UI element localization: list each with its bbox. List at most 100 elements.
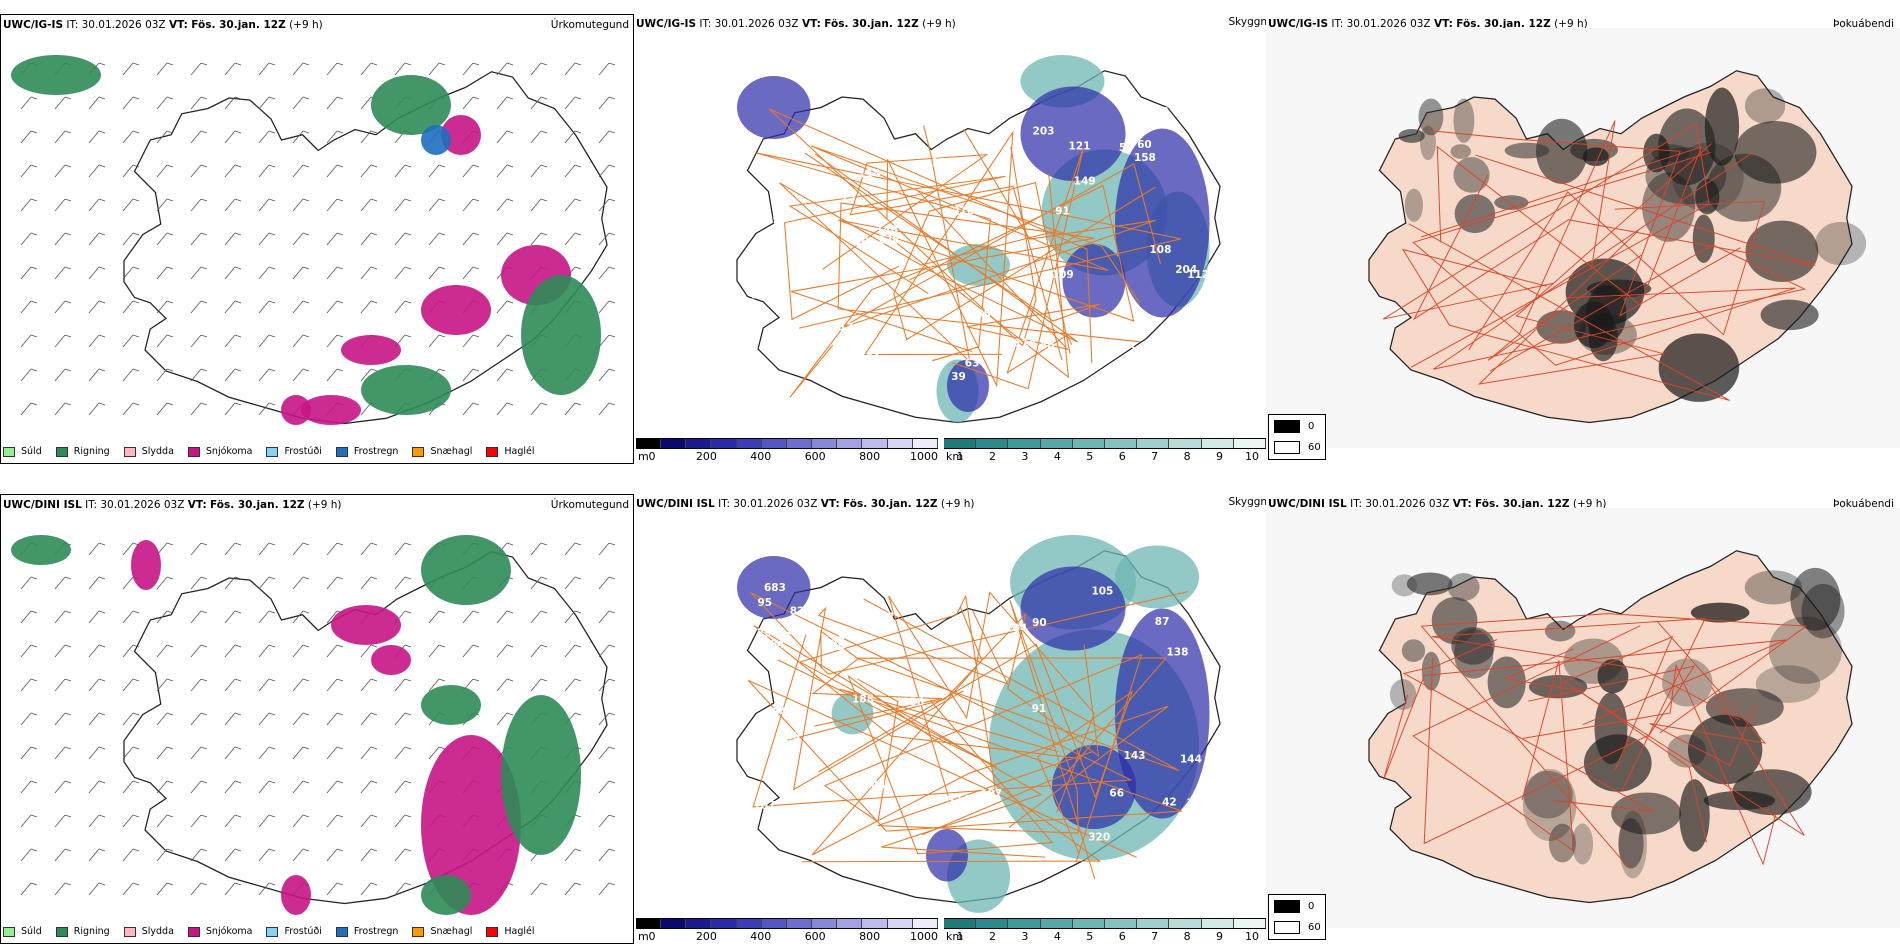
- wind-barb: [190, 678, 202, 692]
- wind-barb: [156, 62, 168, 76]
- wind-barb: [20, 882, 32, 896]
- fog-legend-item: 0: [1274, 420, 1314, 433]
- road-line: [756, 152, 1182, 362]
- road-line: [811, 606, 1169, 856]
- cloudbase-value-label: 683: [764, 582, 786, 594]
- wind-barb: [598, 848, 610, 862]
- wind-barb: [496, 96, 508, 110]
- wind-barb: [496, 610, 508, 624]
- colorbar-unit: km: [946, 930, 964, 943]
- wind-barb: [156, 334, 168, 348]
- wind-barb: [394, 746, 406, 760]
- fog-dark-area: [1760, 299, 1819, 331]
- legend-swatch: [486, 446, 499, 457]
- colorbar-tick-label: 7: [1151, 450, 1159, 463]
- road-line: [1401, 223, 1730, 401]
- wind-barb: [360, 198, 372, 212]
- colorbar-segment: [1137, 439, 1170, 448]
- wind-barb: [156, 848, 168, 862]
- panel-title: Þokuábendi: [1833, 498, 1894, 510]
- wind-barb: [564, 164, 576, 178]
- wind-barb: [496, 678, 508, 692]
- visibility-area: [1115, 545, 1199, 609]
- wind-barb: [54, 746, 66, 760]
- colorbar-tick-label: 1000: [910, 450, 938, 463]
- wind-barb: [598, 130, 610, 144]
- wind-barb: [394, 882, 406, 896]
- road-line: [1522, 663, 1778, 866]
- fog-dark-area: [1571, 823, 1594, 865]
- wind-barb: [292, 610, 304, 624]
- wind-barb: [292, 130, 304, 144]
- wind-barb: [496, 712, 508, 726]
- road-line: [877, 600, 1096, 880]
- cloudbase-value-label: 121: [1069, 141, 1091, 153]
- colorbar-segment: [1072, 439, 1105, 448]
- wind-barb: [598, 644, 610, 658]
- legend-item: Haglél: [486, 926, 535, 937]
- colorbar-segment: [1201, 919, 1234, 928]
- road-line: [747, 679, 1182, 858]
- wind-barb: [360, 542, 372, 556]
- colorbar-tick-label: 10: [1245, 930, 1259, 943]
- wind-barb: [156, 96, 168, 110]
- wind-barb: [88, 814, 100, 828]
- precip-legend: Súld Rigning Slydda Snjókoma Frostúði Frostre…: [3, 446, 549, 457]
- precip-area: [421, 125, 451, 155]
- wind-barb: [326, 576, 338, 590]
- cloudbase-value-label: 42: [1162, 797, 1177, 809]
- fog-dark-area: [1706, 153, 1782, 222]
- fog-legend-label: 60: [1308, 922, 1321, 933]
- wind-barb: [360, 62, 372, 76]
- cloudbase-value-label: 66: [1109, 788, 1124, 800]
- colorbar-segment: [1233, 919, 1266, 928]
- panel-header: UWC/IG-IS IT: 30.01.2026 03Z VT: Fös. 30…: [636, 18, 956, 30]
- wind-barb: [462, 232, 474, 246]
- fog-dark-area: [1790, 567, 1841, 631]
- wind-barb: [122, 232, 134, 246]
- colorbar-unit: m: [638, 450, 649, 463]
- colorbar-segment: [686, 919, 712, 928]
- wind-barb: [258, 130, 270, 144]
- wind-barb: [224, 96, 236, 110]
- road-line: [801, 674, 1102, 863]
- wind-barb: [88, 644, 100, 658]
- colorbar-tick-label: 1: [956, 450, 964, 463]
- precip-legend: Súld Rigning Slydda Snjókoma Frostúði Frostre…: [3, 926, 549, 937]
- colorbar-tick-label: 600: [804, 930, 826, 943]
- precip-area: [281, 875, 311, 915]
- precip-map: [11, 535, 616, 915]
- wind-barb: [88, 848, 100, 862]
- wind-barb: [292, 848, 304, 862]
- fog-dark-area: [1523, 770, 1573, 819]
- wind-barb: [224, 232, 236, 246]
- colorbar-segment: [711, 439, 737, 448]
- cloudbase-value-label: 90: [1032, 617, 1047, 629]
- fog-indicator-panel-row1: UWC/IG-IS IT: 30.01.2026 03Z VT: Fös. 30…: [1266, 14, 1900, 464]
- colorbar-segment: [661, 439, 687, 448]
- wind-barb: [564, 882, 576, 896]
- road-line: [804, 152, 1101, 351]
- wind-barb: [122, 402, 134, 416]
- colorbar-segment: [887, 439, 913, 448]
- wind-barb: [496, 368, 508, 382]
- wind-barb: [156, 130, 168, 144]
- wind-barb: [394, 848, 406, 862]
- wind-barb: [54, 368, 66, 382]
- cloudbase-value-label: 114: [1014, 338, 1036, 350]
- road-line: [777, 594, 998, 796]
- fog-dark-area: [1504, 142, 1550, 159]
- wind-barb: [394, 542, 406, 556]
- wind-barb: [564, 576, 576, 590]
- wind-barb: [326, 848, 338, 862]
- cloudbase-value-label: 91: [1055, 206, 1070, 218]
- wind-barb: [428, 644, 440, 658]
- wind-barb: [54, 712, 66, 726]
- cloudbase-value-label: 91: [1032, 703, 1047, 715]
- fog-dark-area: [1582, 147, 1609, 167]
- wind-barb: [598, 780, 610, 794]
- legend-label: Frostregn: [353, 926, 399, 937]
- road-line: [822, 153, 1063, 361]
- wind-barb: [564, 542, 576, 556]
- wind-barb: [156, 576, 168, 590]
